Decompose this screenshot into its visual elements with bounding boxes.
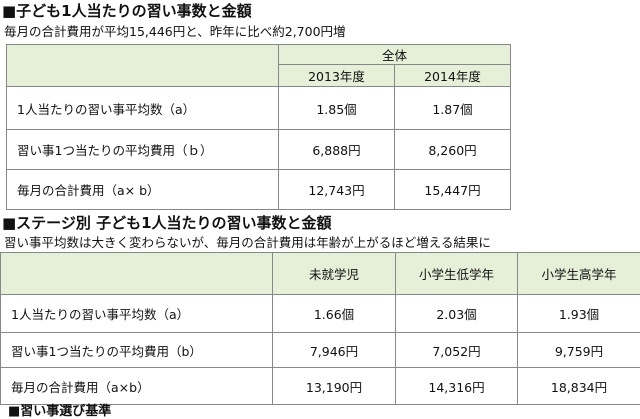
section2-subtitle: 習い事平均数は大きく変わらないが、毎月の合計費用は年齢が上がるほど増える結果に	[4, 235, 491, 251]
cell-value: 13,190円	[273, 368, 396, 405]
cell-value: 1.93個	[518, 295, 640, 333]
table-corner	[1, 253, 273, 295]
cell-value: 2.03個	[396, 295, 518, 333]
table-row: 毎月の合計費用（a× b） 12,743円 15,447円	[7, 170, 511, 210]
cell-value: 18,834円	[518, 368, 640, 405]
cell-value: 8,260円	[395, 130, 511, 170]
overall-table: 全体 2013年度 2014年度 1人当たりの習い事平均数（a） 1.85個 1…	[6, 44, 511, 210]
cell-value: 7,052円	[396, 333, 518, 368]
column-header: 小学生低学年	[396, 253, 518, 295]
table-row: 習い事1つ当たりの平均費用（b） 7,946円 7,052円 9,759円	[1, 333, 640, 368]
column-header: 小学生高学年	[518, 253, 640, 295]
cell-value: 6,888円	[279, 130, 395, 170]
cell-value: 1.85個	[279, 87, 395, 130]
section1-heading: ■子ども1人当たりの習い事数と金額	[2, 2, 252, 20]
cell-value: 15,447円	[395, 170, 511, 210]
table-row: 1人当たりの習い事平均数（a） 1.66個 2.03個 1.93個	[1, 295, 640, 333]
section1-subtitle: 毎月の合計費用が平均15,446円と、昨年に比べ約2,700円増	[4, 24, 346, 40]
cell-value: 7,946円	[273, 333, 396, 368]
cell-value: 1.87個	[395, 87, 511, 130]
column-header: 2014年度	[395, 65, 511, 87]
row-label: 習い事1つ当たりの平均費用（ｂ）	[7, 130, 279, 170]
column-header: 2013年度	[279, 65, 395, 87]
row-label: 1人当たりの習い事平均数（a）	[1, 295, 273, 333]
row-label: 毎月の合計費用（a× b）	[7, 170, 279, 210]
column-header: 未就学児	[273, 253, 396, 295]
table-row: 1人当たりの習い事平均数（a） 1.85個 1.87個	[7, 87, 511, 130]
cell-value: 1.66個	[273, 295, 396, 333]
row-label: 習い事1つ当たりの平均費用（b）	[1, 333, 273, 368]
row-label: 1人当たりの習い事平均数（a）	[7, 87, 279, 130]
group-header: 全体	[279, 45, 511, 65]
table-row: 毎月の合計費用（a×b） 13,190円 14,316円 18,834円	[1, 368, 640, 405]
cut-off-heading: ■習い事選び基準	[8, 405, 111, 419]
stage-table: 未就学児 小学生低学年 小学生高学年 1人当たりの習い事平均数（a） 1.66個…	[0, 252, 640, 405]
cell-value: 9,759円	[518, 333, 640, 368]
table-row: 習い事1つ当たりの平均費用（ｂ） 6,888円 8,260円	[7, 130, 511, 170]
table-corner	[7, 45, 279, 87]
section2-heading: ■ステージ別 子ども1人当たりの習い事数と金額	[2, 214, 332, 232]
row-label: 毎月の合計費用（a×b）	[1, 368, 273, 405]
cell-value: 12,743円	[279, 170, 395, 210]
cell-value: 14,316円	[396, 368, 518, 405]
